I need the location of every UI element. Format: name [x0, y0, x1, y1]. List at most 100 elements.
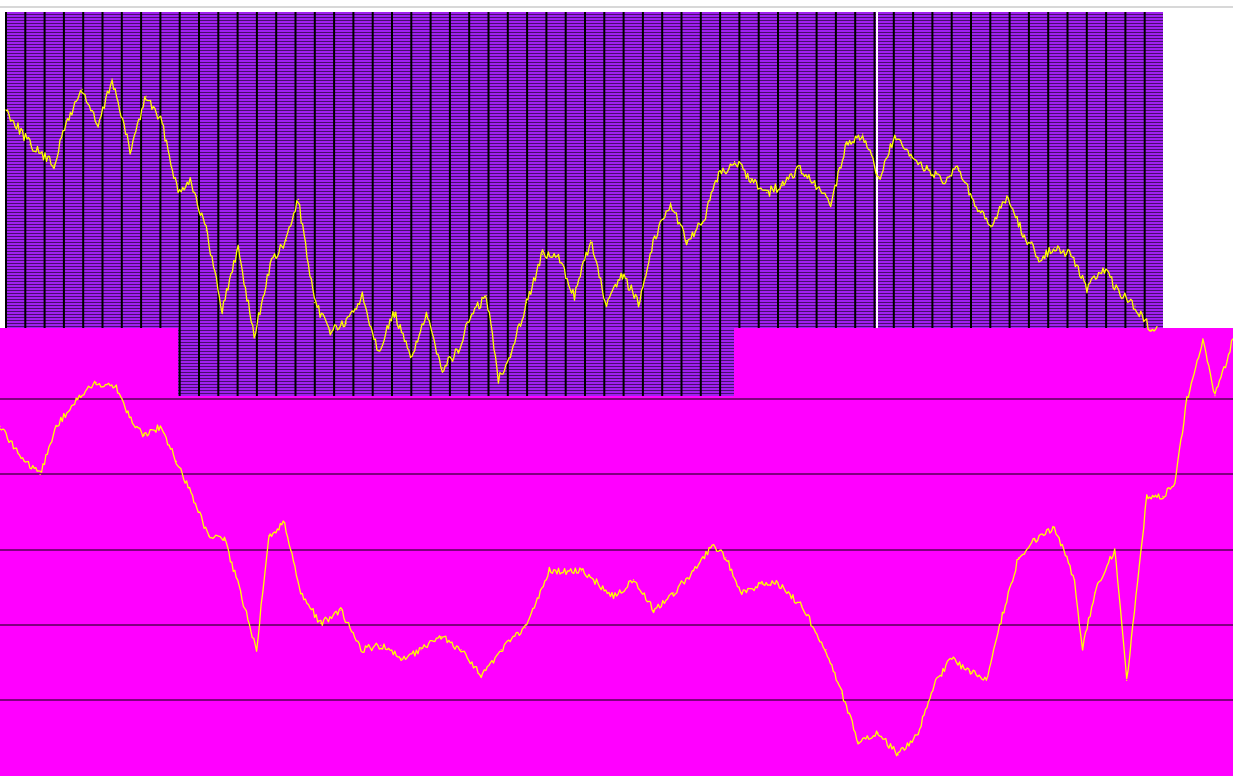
upper-series-line-point — [485, 295, 487, 297]
upper-series-line-point — [525, 302, 528, 304]
lower-series-line-point — [741, 592, 743, 594]
lower-series-line-point — [223, 539, 226, 541]
upper-series-line-point — [1038, 257, 1040, 259]
upper-series-line-point — [457, 350, 459, 352]
lower-gridlines — [0, 398, 1233, 701]
top-separator — [0, 6, 1233, 8]
lower-series-line-point — [284, 522, 286, 524]
lower-series-line-point — [857, 741, 859, 743]
lower-series-line-point — [1074, 579, 1076, 581]
upper-series-line-point — [161, 123, 163, 125]
lower-series-line-point — [1214, 395, 1216, 397]
upper-series-line-point — [345, 322, 347, 324]
lower-series-line-point — [440, 636, 442, 638]
lower-series-line-point — [612, 596, 615, 598]
upper-series-line-point — [926, 167, 928, 169]
upper-series-line-point — [990, 226, 992, 228]
lower-series-line-point — [713, 544, 715, 546]
lower-series-line — [0, 338, 1233, 757]
lower-series-line-point — [191, 495, 194, 497]
upper-series-line-point — [1134, 305, 1136, 307]
upper-series-line-point — [29, 143, 31, 145]
lower-series-line-point — [143, 434, 145, 436]
lower-series-line-point — [1001, 614, 1004, 616]
lower-series-line-point — [55, 425, 57, 427]
lower-series-line-point — [500, 649, 502, 651]
lower-series-line-point — [949, 657, 951, 660]
upper-series-line-point — [497, 377, 499, 379]
lower-series-line-point — [673, 592, 675, 594]
upper-series-line-point — [237, 246, 239, 249]
upper-series-line-point — [557, 257, 560, 259]
upper-series-line-point — [910, 157, 912, 159]
upper-series-line-point — [766, 191, 768, 194]
lower-series-line-point — [75, 399, 77, 401]
lower-series-line-point — [877, 732, 879, 734]
lower-series-line-point — [897, 754, 899, 756]
upper-series-line-point — [589, 240, 592, 242]
upper-series-line-point — [1006, 195, 1008, 197]
lower-series-line-point — [653, 609, 655, 611]
lower-series-line-point — [320, 622, 322, 625]
upper-series-line-point — [1054, 246, 1056, 249]
upper-series-line-point — [1086, 288, 1088, 290]
lower-series-line-point — [1226, 360, 1228, 362]
upper-series-line-point — [974, 205, 976, 207]
lower-series-line-point — [1126, 679, 1128, 682]
lower-series-line-point — [801, 605, 803, 607]
lower-series-line-point — [159, 425, 161, 427]
lower-series-line-point — [380, 644, 382, 647]
lower-series-line-point — [548, 570, 550, 572]
upper-price-series — [5, 78, 1158, 384]
upper-series-line-point — [393, 312, 395, 314]
upper-series-line-point — [734, 160, 736, 163]
upper-series-line-point — [1102, 267, 1104, 269]
lower-series-line-point — [268, 535, 270, 537]
lower-series-line-point — [825, 649, 827, 651]
upper-series-line-point — [1150, 329, 1152, 331]
upper-series-line-point — [798, 167, 800, 169]
upper-series-line-point — [686, 240, 688, 242]
lower-series-line-point — [23, 460, 25, 462]
upper-series-line-point — [221, 308, 223, 310]
upper-series-line-point — [702, 222, 704, 224]
lower-series-line-point — [360, 649, 362, 651]
upper-series-line-point — [878, 178, 880, 180]
upper-series-line-point — [846, 143, 848, 145]
lower-series-line-point — [256, 649, 258, 651]
upper-series-line-point — [53, 164, 55, 166]
upper-series-line-point — [718, 174, 720, 176]
upper-series-line-point — [541, 253, 544, 255]
lower-series-line-point — [1202, 338, 1204, 340]
lower-series-line-point — [580, 570, 583, 572]
lower-series-line-point — [777, 583, 779, 585]
lower-series-line-point — [725, 557, 727, 559]
title-strip — [0, 0, 1233, 6]
upper-series-line-point — [361, 295, 363, 297]
upper-series-line-point — [942, 181, 944, 183]
upper-series-line-point — [750, 178, 752, 180]
upper-series-line-point — [605, 305, 608, 307]
upper-series-line-point — [782, 185, 784, 187]
upper-series-line-point — [5, 109, 7, 111]
upper-series-line-point — [97, 126, 99, 128]
lower-series-line-point — [0, 425, 1, 427]
lower-chart-panel — [0, 328, 1233, 776]
lower-series-line-point — [1033, 539, 1036, 541]
lower-series-line-point — [480, 675, 482, 677]
upper-series-line-point — [830, 202, 832, 204]
upper-series-line-point — [145, 95, 147, 97]
lower-series-line-point — [1017, 557, 1020, 559]
upper-series-line-point — [313, 302, 315, 304]
lower-series-line-point — [240, 592, 242, 594]
lower-series-line-point — [420, 649, 422, 651]
upper-series-line-point — [573, 295, 576, 297]
upper-series-line — [5, 79, 1158, 384]
upper-series-line-point — [894, 136, 896, 138]
upper-series-line-point — [469, 315, 471, 317]
upper-series-line-point — [81, 88, 83, 90]
upper-series-line-point — [409, 357, 411, 359]
upper-series-line-point — [1118, 291, 1120, 293]
lower-series-line-point — [1094, 592, 1096, 594]
